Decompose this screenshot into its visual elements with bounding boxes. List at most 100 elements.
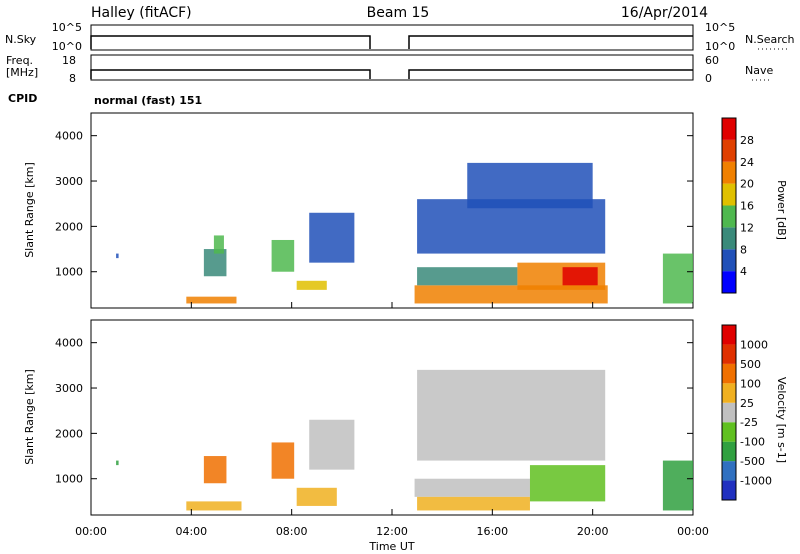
colorbar-segment (722, 461, 736, 481)
colorbar-tick-label: 25 (740, 397, 754, 410)
colorbar-segment (722, 441, 736, 462)
x-tick-label: 00:00 (75, 525, 107, 538)
echo-region-6 (414, 478, 530, 497)
velocity-echo-marks (116, 369, 693, 511)
colorbar-tick-label: 12 (740, 221, 754, 234)
station-title: Halley (fitACF) (91, 5, 192, 21)
colorbar-segment (722, 271, 736, 293)
colorbar-tick-label: 24 (740, 156, 754, 169)
colorbar-segment (722, 480, 736, 500)
nave-label: Nave (745, 64, 773, 77)
colorbar-frame (721, 117, 737, 294)
colorbar-tick-label: 8 (740, 243, 747, 256)
y-tick-label: 3000 (55, 382, 83, 395)
nsearch-tick-top: 10^5 (705, 21, 735, 34)
nsky-tick-bottom: 10^0 (52, 40, 82, 53)
y-tick-label: 2000 (55, 427, 83, 440)
colorbar-segment (722, 422, 736, 442)
velocity-colorbar-label: Velocity [m s-1] (775, 377, 788, 463)
nsky-tick-top: 10^5 (52, 21, 82, 34)
colorbar-segment (722, 363, 736, 384)
colorbar-segment (722, 249, 736, 272)
colorbar-segment (722, 139, 736, 162)
x-tick-label: 08:00 (276, 525, 308, 538)
x-tick-label: 20:00 (577, 525, 609, 538)
y-tick-label: 2000 (55, 220, 83, 233)
colorbar-tick-label: 500 (740, 358, 761, 371)
date-title: 16/Apr/2014 (621, 5, 708, 21)
nave-tick-bottom: 0 (705, 72, 712, 85)
power-colorbar: 4 8 12 16 20 24 28 (721, 117, 754, 294)
nave-tick-top: 60 (705, 54, 719, 67)
nsearch-tick-bottom: 10^0 (705, 40, 735, 53)
cpid-program: normal (fast) 151 (94, 94, 202, 107)
power-ylabel: Slant Range [km] (23, 162, 36, 258)
power-echo-marks (116, 162, 693, 304)
colorbar-tick-label: 16 (740, 200, 754, 213)
nsearch-label: N.Search (745, 33, 795, 46)
freq-trace (90, 69, 693, 79)
echo-region-6 (309, 212, 355, 263)
colorbar-tick-label: -100 (740, 436, 765, 449)
colorbar-segment (722, 383, 736, 403)
y-tick-label: 4000 (55, 130, 83, 143)
echo-region-13 (662, 253, 693, 304)
x-tick-label: 00:00 (677, 525, 709, 538)
colorbar-segment (722, 183, 736, 206)
colorbar-tick-label: -500 (740, 455, 765, 468)
echo-region-2 (203, 456, 227, 484)
nsky-panel-frame (90, 24, 694, 51)
echo-region-3 (271, 442, 295, 479)
colorbar-tick-label: 4 (740, 265, 747, 278)
colorbar-segment (722, 344, 736, 364)
x-tick-label: 04:00 (175, 525, 207, 538)
echo-region-5 (296, 280, 327, 290)
beam-title: Beam 15 (367, 5, 430, 21)
colorbar-segment (722, 227, 736, 250)
echo-region-1 (186, 501, 242, 511)
colorbar-tick-label: -25 (740, 416, 758, 429)
nsky-trace (90, 35, 693, 49)
echo-region-10 (562, 267, 598, 286)
velocity-y-ticks: 1000 2000 3000 4000 (55, 337, 693, 486)
cpid-label: CPID (8, 92, 37, 105)
colorbar-segment (722, 402, 736, 423)
x-tick-label: 12:00 (376, 525, 408, 538)
colorbar-tick-label: -1000 (740, 475, 772, 488)
y-tick-label: 1000 (55, 473, 83, 486)
freq-unit-label: [MHz] (6, 66, 38, 79)
colorbar-segment (722, 205, 736, 228)
time-x-ticks: 00:00 04:00 08:00 12:00 16:00 20:00 00:00 (75, 302, 709, 538)
echo-region-12 (467, 162, 593, 209)
x-tick-label: 16:00 (476, 525, 508, 538)
echo-region-5 (309, 419, 355, 470)
colorbar-tick-label: 100 (740, 377, 761, 390)
colorbar-segment (722, 325, 736, 345)
power-y-ticks: 1000 2000 3000 4000 (55, 130, 693, 279)
power-heatmap-panel: 1000 2000 3000 4000 Slant Range [km] 4 8 12 16… (23, 112, 788, 309)
colorbar-tick-label: 28 (740, 134, 754, 147)
echo-region-10 (662, 460, 693, 511)
echo-region-4 (296, 487, 337, 506)
velocity-ylabel: Slant Range [km] (23, 369, 36, 465)
y-tick-label: 4000 (55, 337, 83, 350)
echo-region-0 (116, 460, 119, 466)
colorbar-segment (722, 161, 736, 184)
velocity-heatmap-panel: 1000 2000 3000 4000 Slant Range [km] -1000 -… (23, 319, 788, 516)
echo-region-0 (116, 253, 119, 259)
freq-label: Freq. (6, 54, 33, 67)
freq-tick-top: 18 (62, 54, 76, 67)
echo-region-8 (529, 465, 606, 502)
colorbar-segment (722, 118, 736, 140)
power-colorbar-label: Power [dB] (775, 180, 788, 240)
echo-region-7 (414, 285, 608, 304)
echo-region-7 (417, 496, 530, 511)
colorbar-frame (721, 324, 737, 501)
y-tick-label: 1000 (55, 266, 83, 279)
nsky-label: N.Sky (5, 33, 37, 46)
colorbar-tick-label: 20 (740, 178, 754, 191)
echo-region-8 (417, 267, 518, 286)
freq-tick-bottom: 8 (69, 72, 76, 85)
echo-region-2 (203, 249, 227, 277)
